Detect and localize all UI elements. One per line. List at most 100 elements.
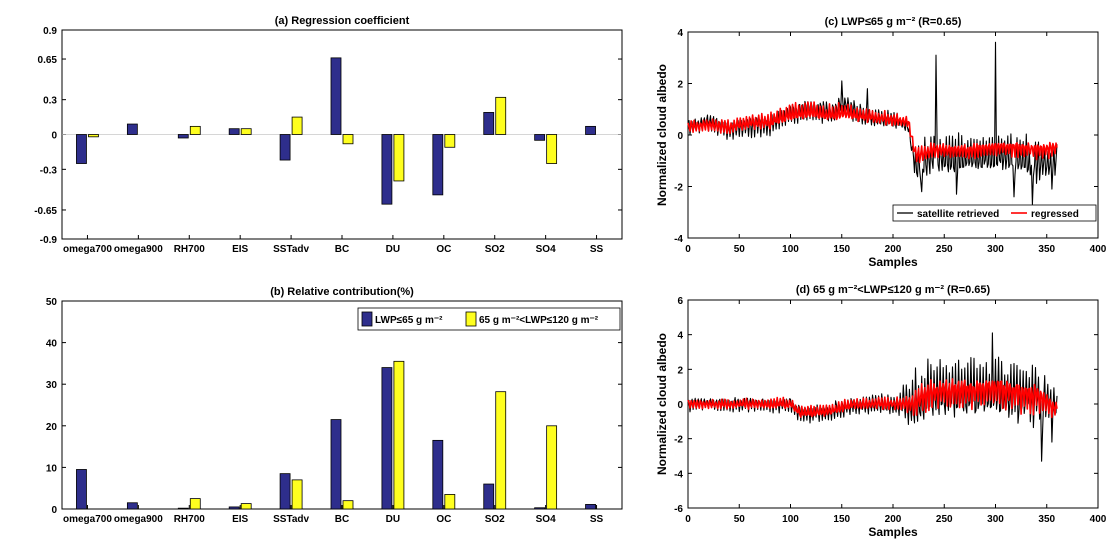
x-tick-label: omega700 <box>63 244 112 255</box>
bar-a-s1-SSTadv <box>291 116 303 135</box>
x-tick-label: 300 <box>987 244 1004 255</box>
x-tick-label: SO4 <box>536 514 556 525</box>
y-tick-label: -6 <box>674 504 683 515</box>
y-tick-label: 2 <box>677 80 683 91</box>
x-tick-label: 250 <box>936 514 953 525</box>
y-tick-label: -4 <box>674 234 683 245</box>
x-tick-label: RH700 <box>174 514 206 525</box>
x-tick-label: 100 <box>782 244 799 255</box>
y-tick-label: 20 <box>46 422 58 433</box>
bar-a-s0-SS <box>585 125 596 135</box>
y-tick-label: 0.3 <box>43 96 57 107</box>
x-tick-label: 250 <box>936 244 953 255</box>
x-tick-label: EIS <box>232 514 248 525</box>
series-line-d-regressed <box>687 378 1058 419</box>
bar-a-s0-RH700 <box>177 134 189 139</box>
x-axis-label: Samples <box>868 525 918 539</box>
series-line-c-regressed <box>687 101 1058 164</box>
x-tick-label: BC <box>335 514 349 525</box>
bar-b-s0-OC <box>432 439 444 510</box>
bar-a-s0-EIS <box>228 128 240 135</box>
legend-box <box>892 204 1097 222</box>
y-tick-label: 4 <box>677 331 683 342</box>
x-tick-label: 350 <box>1038 514 1055 525</box>
bar-b-s0-EIS <box>228 506 240 510</box>
bar-b-s1-EIS <box>240 503 252 510</box>
bar-b-s0-RH700 <box>177 507 189 510</box>
x-tick-label: 300 <box>987 514 1004 525</box>
legend: LWP≤65 g m⁻² 65 g m⁻²<LWP≤120 g m⁻² <box>357 307 621 331</box>
y-tick-label: 30 <box>46 380 58 391</box>
x-tick-label: omega900 <box>114 514 163 525</box>
bar-b-s1-SSTadv <box>291 479 303 510</box>
y-tick-label: -2 <box>674 435 683 446</box>
bar-a-s0-OC <box>432 134 444 196</box>
x-tick-label: SO4 <box>536 244 556 255</box>
y-axis-label: Normalized cloud albedo <box>655 64 669 206</box>
y-tick-label: -0.9 <box>40 235 58 246</box>
x-tick-label: 150 <box>833 244 850 255</box>
bar-b-s0-SSTadv <box>279 473 291 510</box>
x-tick-label: DU <box>386 244 400 255</box>
bar-a-s0-omega900 <box>126 123 138 135</box>
x-tick-label: 150 <box>833 514 850 525</box>
bar-b-s1-SO2 <box>495 391 507 510</box>
y-tick-label: 4 <box>677 28 683 39</box>
chart-d: (d) 65 g m⁻²<LWP≤120 g m⁻² (R=0.65) 0 50 10… <box>655 284 1107 539</box>
legend-swatch-low <box>361 311 373 327</box>
legend-swatch-mid <box>465 311 477 327</box>
bar-a-s0-omega700 <box>76 134 87 164</box>
x-tick-label: 200 <box>885 244 902 255</box>
bar-a-s1-RH700 <box>189 125 201 135</box>
x-tick-label: 50 <box>734 514 746 525</box>
bar-b-s0-SO2 <box>483 483 495 510</box>
x-tick-label: omega700 <box>63 514 112 525</box>
legend: satellite retrieved regressed <box>892 204 1097 222</box>
bar-a-s1-OC <box>444 134 456 148</box>
plot-frame <box>61 300 623 510</box>
y-tick-label: 0 <box>51 131 57 142</box>
x-tick-label: EIS <box>232 244 248 255</box>
x-tick-label: SO2 <box>485 514 505 525</box>
x-tick-label: SS <box>590 514 604 525</box>
bar-a-s1-BC <box>342 134 354 145</box>
legend-label: LWP≤65 g m⁻² <box>375 315 443 326</box>
y-tick-label: 0 <box>51 505 57 516</box>
y-tick-label: 50 <box>46 297 58 308</box>
x-tick-label: 400 <box>1090 244 1107 255</box>
x-tick-label: OC <box>436 244 451 255</box>
x-tick-label: DU <box>386 514 400 525</box>
bar-a-s0-SO4 <box>534 134 546 141</box>
x-tick-label: BC <box>335 244 349 255</box>
x-tick-label: 0 <box>685 244 691 255</box>
x-tick-label: RH700 <box>174 244 206 255</box>
bar-b-s1-RH700 <box>189 498 201 510</box>
x-tick-label: SO2 <box>485 244 505 255</box>
bar-b-s0-SO4 <box>534 507 546 510</box>
x-tick-label: 200 <box>885 514 902 525</box>
y-tick-label: 0.9 <box>43 26 57 37</box>
y-tick-label: 0.65 <box>38 55 58 66</box>
y-tick-label: -0.65 <box>34 206 57 217</box>
x-tick-label: 50 <box>734 244 746 255</box>
bar-b-s1-BC <box>342 500 354 510</box>
x-axis-label: Samples <box>868 255 918 269</box>
bar-a-s0-BC <box>330 57 342 135</box>
x-tick-label: 100 <box>782 514 799 525</box>
legend-label: regressed <box>1031 209 1079 220</box>
bar-a-s1-SO2 <box>495 96 507 135</box>
y-tick-label: -4 <box>674 469 683 480</box>
chart-c: (c) LWP≤65 g m⁻² (R=0.65) 0 50 100 150 200 250… <box>655 16 1107 269</box>
bar-a-s1-omega700 <box>88 134 99 138</box>
legend-box <box>357 307 621 331</box>
chart-b: (b) Relative contribution(%) 0 10 20 30 40 50 o… <box>46 286 623 525</box>
chart-a: (a) Regression coefficient -0.9 -0.65 -0.3 0… <box>34 15 623 255</box>
legend-label: satellite retrieved <box>917 209 999 220</box>
x-tick-label: omega900 <box>114 244 163 255</box>
y-axis-label: Normalized cloud albedo <box>655 333 669 475</box>
y-tick-label: 2 <box>677 365 683 376</box>
bar-a-s1-EIS <box>240 128 252 135</box>
chart-title: (d) 65 g m⁻²<LWP≤120 g m⁻² (R=0.65) <box>796 284 991 296</box>
bar-a-s1-DU <box>393 134 405 182</box>
